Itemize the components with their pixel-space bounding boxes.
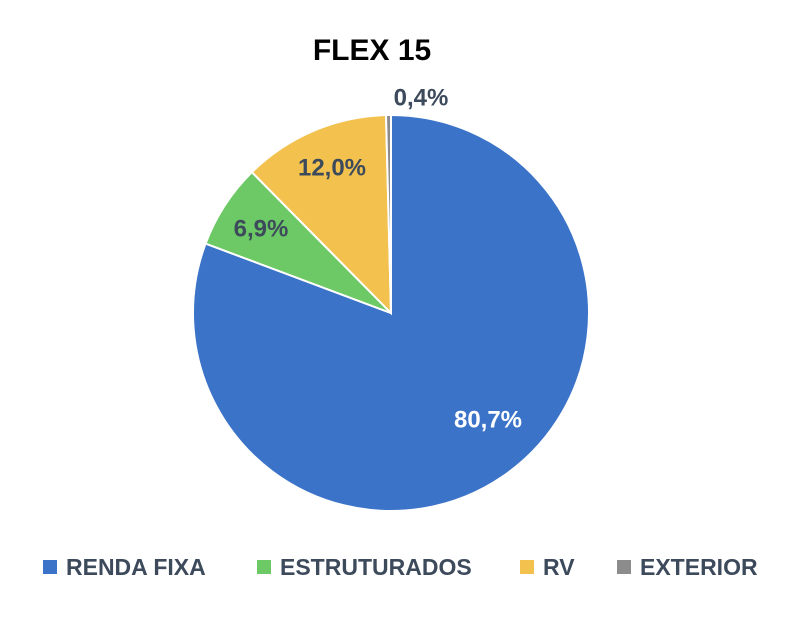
pie-labels: 80,7% 6,9% 12,0% 0,4% bbox=[234, 84, 522, 433]
legend-label: RENDA FIXA bbox=[66, 553, 206, 580]
pie-slice-renda-fixa bbox=[191, 113, 590, 512]
legend-label: ESTRUTURADOS bbox=[280, 553, 472, 580]
data-label-rv: 12,0% bbox=[298, 154, 366, 181]
pie-slice-exterior bbox=[384, 113, 392, 314]
legend-swatch bbox=[520, 560, 534, 574]
data-label-exterior: 0,4% bbox=[394, 84, 449, 111]
legend-item-estruturados: ESTRUTURADOS bbox=[257, 550, 472, 584]
legend-item-renda-fixa: RENDA FIXA bbox=[43, 550, 206, 584]
legend-swatch bbox=[617, 560, 631, 574]
pie-slice-rv bbox=[250, 114, 393, 316]
data-label-estruturados: 6,9% bbox=[234, 215, 289, 242]
legend-swatch bbox=[43, 560, 57, 574]
legend-label: RV bbox=[543, 553, 575, 580]
legend-label: EXTERIOR bbox=[640, 553, 758, 580]
pie-slices bbox=[191, 113, 590, 512]
legend-swatch bbox=[257, 560, 271, 574]
chart-title: FLEX 15 bbox=[312, 34, 432, 67]
legend-item-rv: RV bbox=[520, 550, 575, 584]
legend-item-exterior: EXTERIOR bbox=[617, 550, 758, 584]
legend: RENDA FIXA ESTRUTURADOS RV EXTERIOR bbox=[0, 550, 799, 584]
data-label-renda-fixa: 80,7% bbox=[454, 406, 522, 433]
